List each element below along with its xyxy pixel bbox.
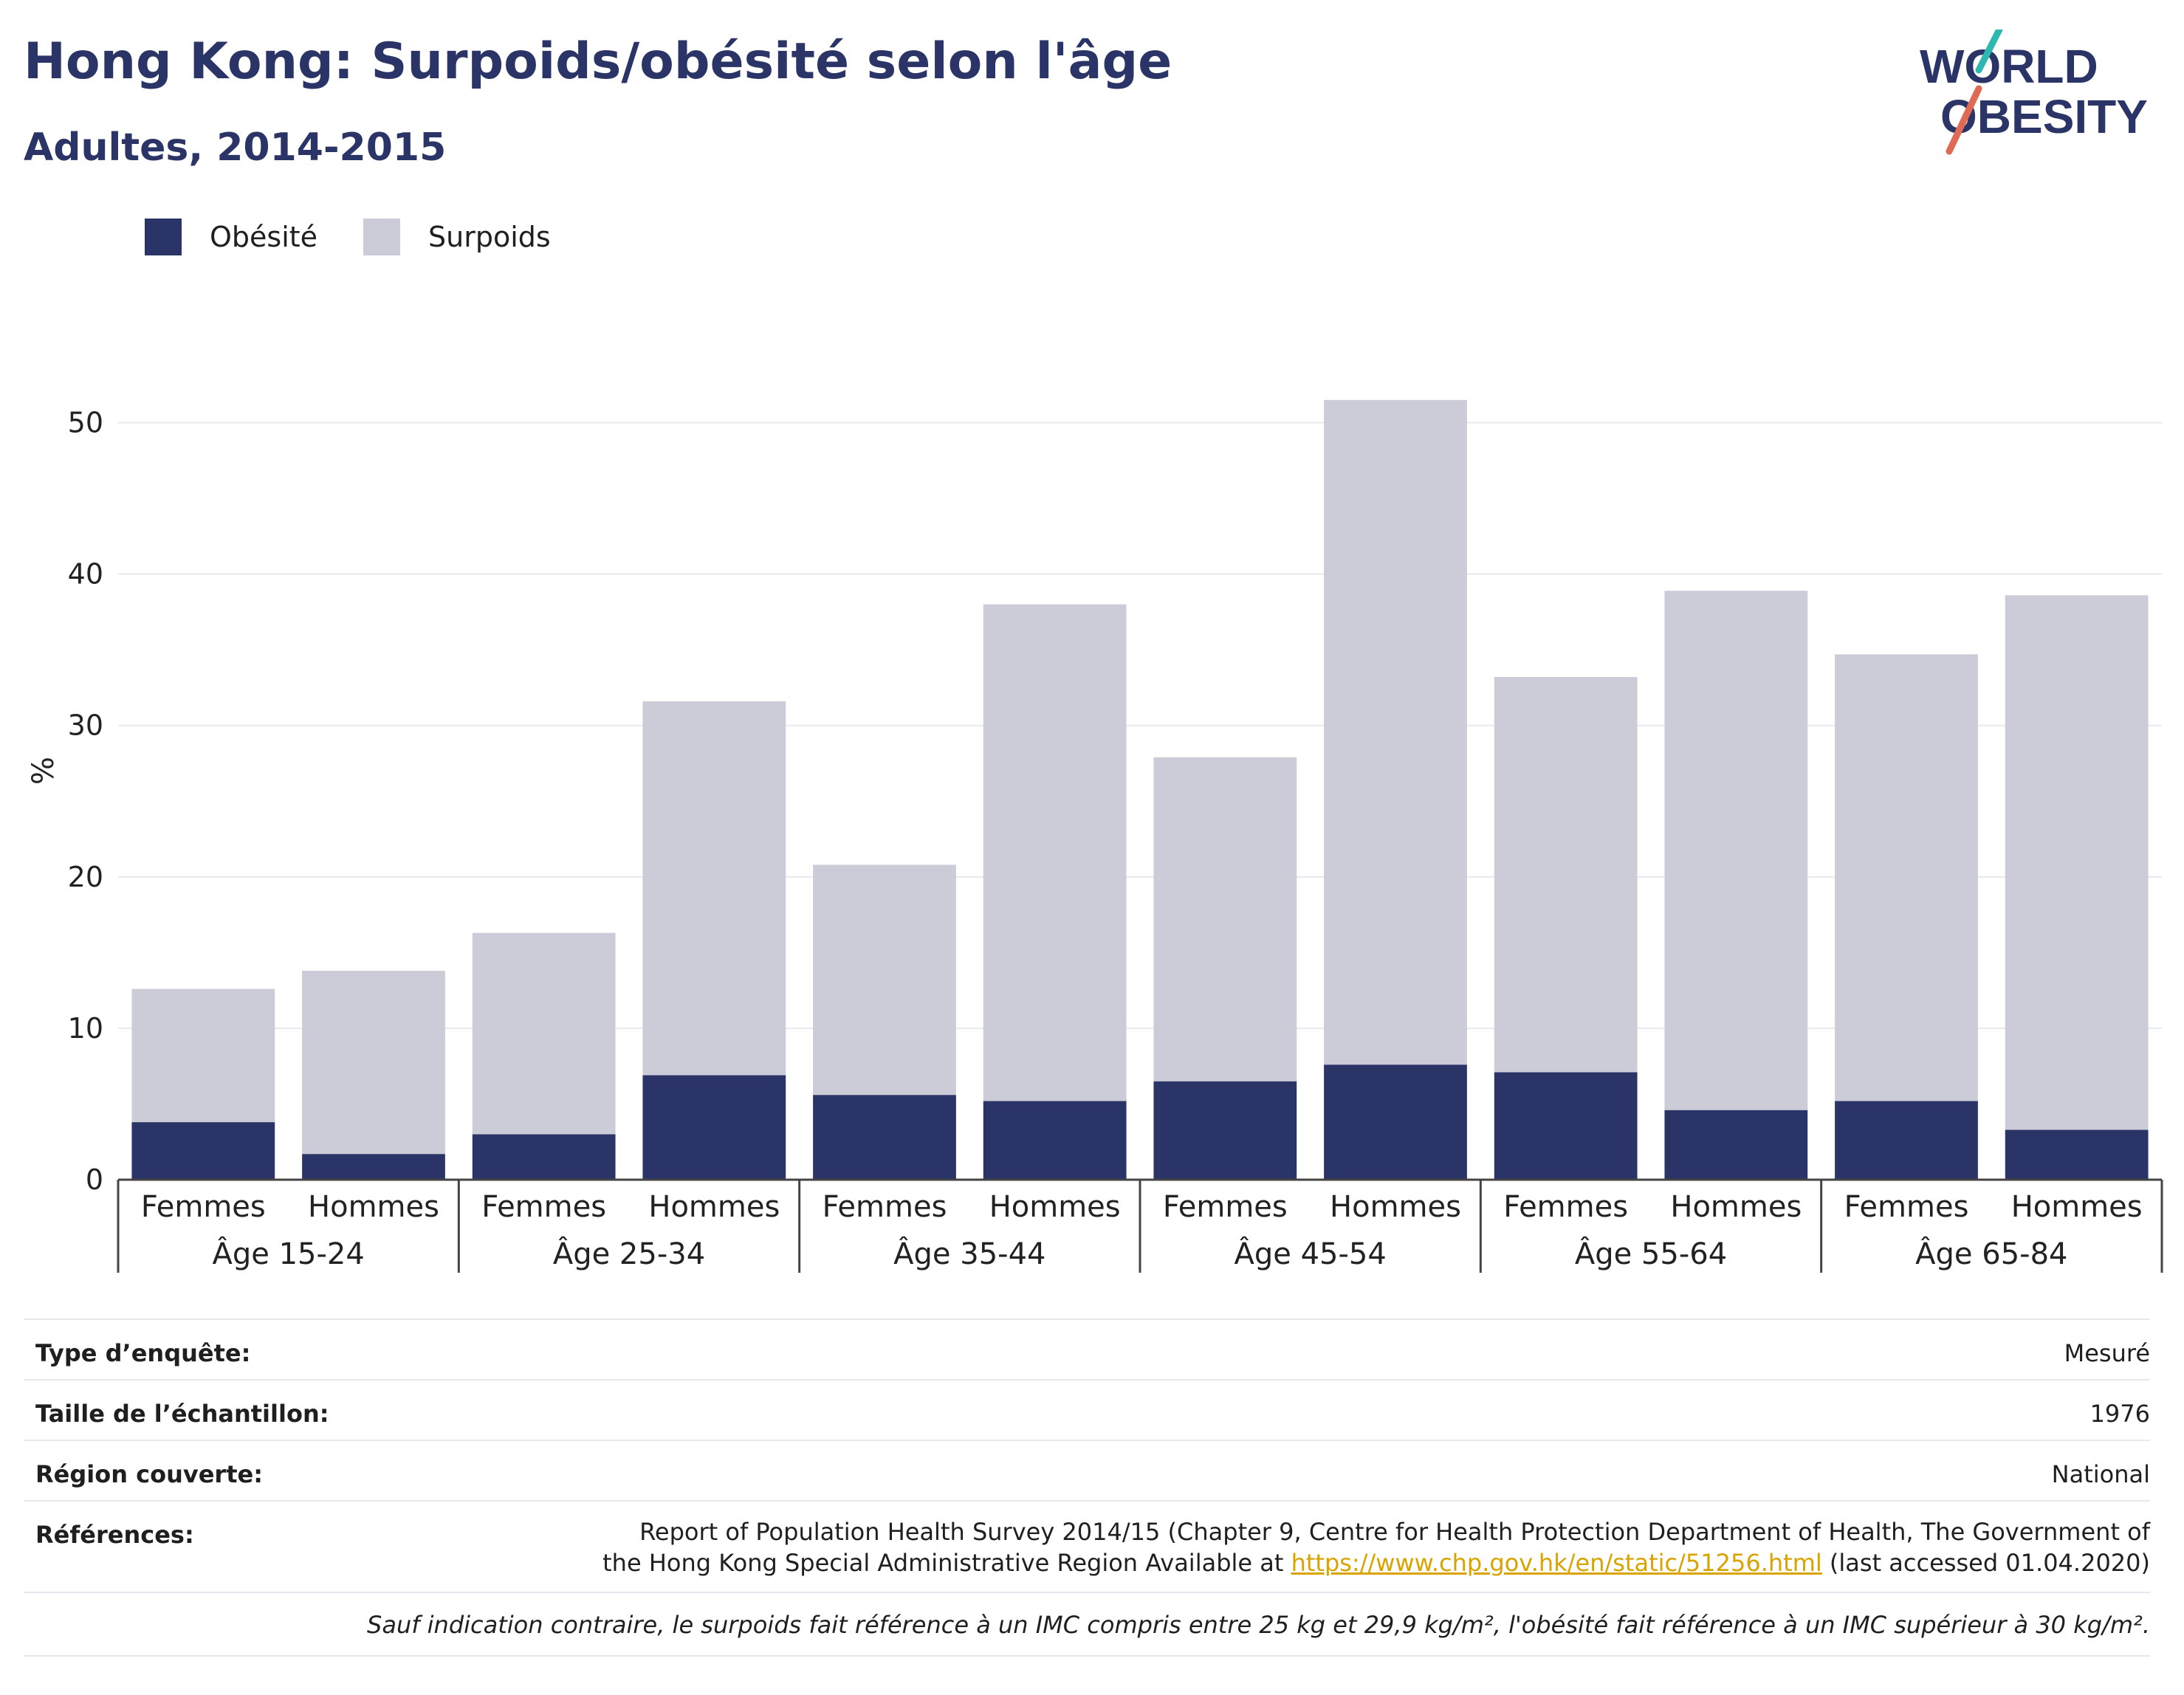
bar-obesity	[2005, 1130, 2149, 1180]
bar-overweight	[1494, 677, 1638, 1073]
x-tick-label: Femmes	[1503, 1190, 1628, 1224]
legend-swatch-overweight	[363, 219, 401, 255]
meta-row-sample-size: Taille de l’échantillon: 1976	[24, 1379, 2150, 1441]
meta-row-region: Région couverte: National	[24, 1440, 2150, 1502]
legend-label-overweight: Surpoids	[428, 221, 551, 253]
y-tick-label: 10	[68, 1012, 103, 1045]
bar-overweight	[131, 989, 275, 1123]
bar-obesity	[1153, 1081, 1297, 1180]
bar-overweight	[1835, 654, 1978, 1101]
sample-size-label: Taille de l’échantillon:	[35, 1400, 329, 1428]
references-label: Références:	[35, 1521, 194, 1549]
legend-label-obesity: Obésité	[210, 221, 318, 253]
bar-overweight	[813, 864, 956, 1096]
x-tick-label: Hommes	[989, 1190, 1121, 1224]
definition-note: Sauf indication contraire, le surpoids f…	[367, 1611, 2150, 1639]
world-obesity-logo: WORLD OBESITY	[1920, 30, 2148, 155]
y-tick-label: 40	[68, 558, 103, 591]
bar-chart: 0 10 20 30 40 50% Femmes Hommes Femmes Hommes Femm…	[27, 399, 2163, 1273]
bar-obesity	[131, 1122, 275, 1180]
group-label: Âge 25-34	[553, 1236, 705, 1271]
bar-overweight	[302, 970, 445, 1155]
meta-row-note: Sauf indication contraire, le surpoids f…	[24, 1592, 2150, 1657]
chart-title: Hong Kong: Surpoids/obésité selon l'âge	[24, 32, 1172, 91]
legend: Obésité Surpoids	[145, 219, 597, 255]
bar-obesity	[1664, 1110, 1808, 1180]
x-tick-label: Hommes	[308, 1190, 439, 1224]
x-tick-label: Femmes	[823, 1190, 947, 1224]
survey-type-label: Type d’enquête:	[35, 1339, 251, 1367]
region-value: National	[2051, 1460, 2150, 1488]
references-text: Report of Population Health Survey 2014/…	[602, 1518, 2150, 1577]
references-accessed: (last accessed 01.04.2020)	[1821, 1549, 2150, 1577]
x-tick-label: Hommes	[648, 1190, 780, 1224]
logo-slash-coral	[1946, 85, 1982, 155]
bar-obesity	[642, 1075, 786, 1180]
logo-slash-teal	[1975, 30, 2003, 74]
legend-swatch-obesity	[145, 219, 182, 255]
y-tick-label: 30	[68, 709, 103, 742]
y-tick-label: 0	[86, 1163, 103, 1196]
bar-obesity	[472, 1134, 616, 1180]
bar-overweight	[1324, 399, 1467, 1065]
group-label: Âge 65-84	[1915, 1236, 2067, 1271]
bar-obesity	[983, 1101, 1127, 1180]
bar-overweight	[983, 604, 1127, 1101]
bar-overweight	[1153, 757, 1297, 1082]
bar-overweight	[1664, 591, 1808, 1110]
bar-obesity	[1324, 1065, 1467, 1180]
y-tick-label: 50	[68, 407, 103, 439]
bar-obesity	[1494, 1072, 1638, 1180]
meta-row-references: Références: Report of Population Health …	[24, 1500, 2150, 1593]
x-tick-label: Femmes	[481, 1190, 606, 1224]
x-tick-label: Hommes	[1330, 1190, 1461, 1224]
references-link[interactable]: https://www.chp.gov.hk/en/static/51256.h…	[1291, 1549, 1822, 1577]
bar-obesity	[1835, 1101, 1978, 1180]
logo-line1: WORLD	[1920, 40, 2098, 93]
bar-overweight	[472, 932, 616, 1135]
meta-row-survey-type: Type d’enquête: Mesuré	[24, 1318, 2150, 1381]
bar-overweight	[642, 701, 786, 1076]
x-tick-label: Femmes	[141, 1190, 266, 1224]
chart-subtitle: Adultes, 2014-2015	[24, 126, 447, 170]
group-label: Âge 55-64	[1575, 1236, 1727, 1271]
references-value: Report of Population Health Survey 2014/…	[600, 1516, 2150, 1578]
x-tick-label: Hommes	[1670, 1190, 1802, 1224]
region-label: Région couverte:	[35, 1460, 263, 1488]
group-label: Âge 45-54	[1234, 1236, 1387, 1271]
x-tick-label: Femmes	[1844, 1190, 1969, 1224]
metadata-table: Type d’enquête: Mesuré Taille de l’échan…	[24, 1318, 2150, 1658]
bar-obesity	[813, 1095, 956, 1180]
bar-obesity	[302, 1154, 445, 1180]
bar-overweight	[2005, 595, 2149, 1130]
group-label: Âge 15-24	[213, 1236, 365, 1271]
sample-size-value: 1976	[2089, 1400, 2150, 1428]
y-tick-label: 20	[68, 861, 103, 893]
x-tick-label: Hommes	[2011, 1190, 2143, 1224]
x-tick-label: Femmes	[1163, 1190, 1288, 1224]
survey-type-value: Mesuré	[2064, 1339, 2150, 1367]
y-axis-label: %	[27, 757, 61, 785]
group-label: Âge 35-44	[893, 1236, 1045, 1271]
